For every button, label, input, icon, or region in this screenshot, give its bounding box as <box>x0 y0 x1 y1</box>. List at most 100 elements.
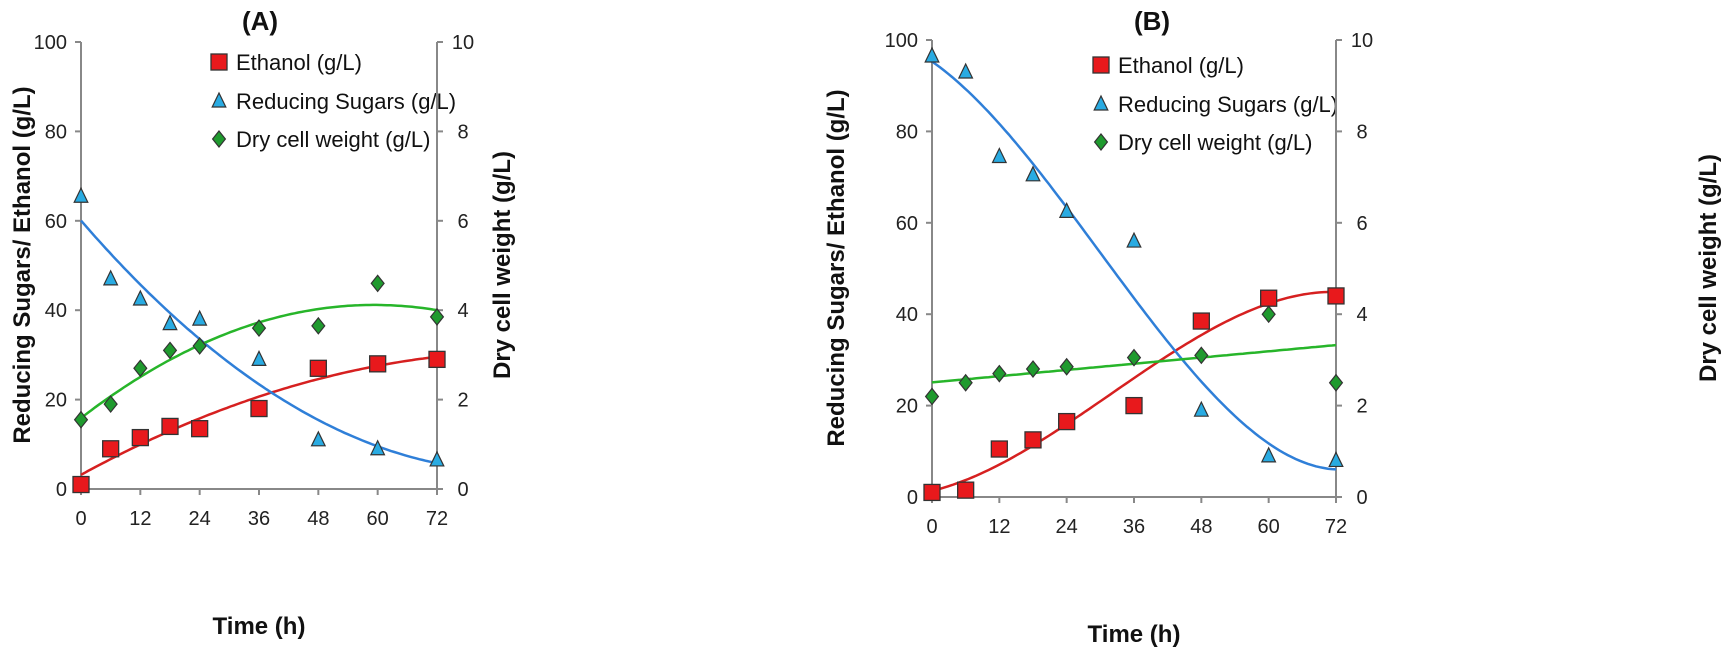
series-diamond <box>73 274 445 429</box>
data-point <box>992 364 1007 383</box>
data-point <box>1328 373 1344 392</box>
panel-title: (B) <box>1134 6 1170 36</box>
series-square <box>923 287 1345 502</box>
data-point <box>924 387 940 406</box>
data-point <box>103 395 118 414</box>
y2-tick-label: 4 <box>1356 304 1367 326</box>
x-tick-label: 72 <box>1325 516 1347 538</box>
data-point <box>923 483 941 502</box>
x-tick-label: 60 <box>1258 516 1280 538</box>
trendline <box>931 60 1337 471</box>
series-triangle <box>73 186 445 467</box>
data-point <box>1059 357 1074 376</box>
series-square <box>72 350 446 494</box>
y-tick-label: 20 <box>45 390 67 412</box>
data-point <box>957 481 975 499</box>
data-point <box>429 307 445 326</box>
y-tick-label: 80 <box>896 121 918 143</box>
data-point <box>1126 348 1142 367</box>
data-point <box>72 475 90 494</box>
data-point <box>131 428 149 447</box>
x-tick-label: 0 <box>75 508 86 530</box>
legend-label-ethanol: Ethanol (g/L) <box>1118 53 1244 78</box>
x-tick-label: 12 <box>129 508 151 530</box>
data-point <box>1058 412 1076 431</box>
y-tick-label: 100 <box>885 30 918 52</box>
y-tick-label: 100 <box>34 32 67 54</box>
data-point <box>102 269 119 286</box>
x-tick-label: 72 <box>426 508 448 530</box>
y-axis-label: Reducing Sugars/ Ethanol (g/L) <box>9 86 36 443</box>
y2-tick-label: 10 <box>1351 30 1373 52</box>
data-point <box>991 147 1008 164</box>
y-tick-label: 60 <box>896 213 918 235</box>
x-tick-label: 24 <box>1056 516 1078 538</box>
data-point <box>162 314 178 331</box>
data-point <box>161 417 179 436</box>
data-point <box>990 440 1008 458</box>
y2-tick-label: 6 <box>1356 213 1367 235</box>
y2-tick-label: 8 <box>457 121 468 143</box>
y-axis-label: Reducing Sugars/ Ethanol (g/L) <box>823 89 850 446</box>
data-point <box>369 355 387 373</box>
data-point <box>1193 400 1210 417</box>
legend-label-dry-cell-weight: Dry cell weight (g/L) <box>236 127 430 152</box>
y-tick-label: 60 <box>45 211 67 233</box>
x-tick-label: 36 <box>248 508 270 530</box>
legend-label-reducing-sugars: Reducing Sugars (g/L) <box>1118 92 1338 117</box>
x-tick-label: 48 <box>307 508 329 530</box>
data-point <box>250 399 268 418</box>
legend-marker-diamond <box>1093 133 1109 151</box>
data-point <box>309 359 327 377</box>
data-point <box>251 319 267 338</box>
y-tick-label: 0 <box>907 487 918 509</box>
legend-label-dry-cell-weight: Dry cell weight (g/L) <box>1118 130 1312 155</box>
y2-tick-label: 6 <box>457 211 468 233</box>
data-point <box>1260 446 1277 463</box>
legend-marker-square <box>1092 56 1110 74</box>
data-point <box>958 373 973 392</box>
x-tick-label: 60 <box>367 508 389 530</box>
panel-b: (B) Time (h) Reducing Sugars/ Ethanol (g… <box>823 6 1722 648</box>
data-point <box>1328 451 1344 468</box>
series-triangle <box>924 46 1344 471</box>
y2-tick-label: 8 <box>1356 121 1367 143</box>
data-point <box>957 62 974 79</box>
data-point <box>429 450 445 467</box>
legend: Ethanol (g/L) Reducing Sugars (g/L) Dry … <box>1118 53 1338 155</box>
series-diamond <box>924 305 1344 406</box>
x-tick-label: 24 <box>189 508 211 530</box>
panel-title: (A) <box>242 6 278 36</box>
y-tick-label: 40 <box>45 300 67 322</box>
x-tick-label: 48 <box>1190 516 1212 538</box>
y-tick-label: 40 <box>896 304 918 326</box>
data-point <box>310 430 327 447</box>
data-point <box>1126 231 1142 248</box>
x-tick-label: 36 <box>1123 516 1145 538</box>
data-point <box>1024 431 1042 449</box>
data-point <box>1192 312 1210 330</box>
data-point <box>73 410 89 429</box>
y2-axis-label: Dry cell weight (g/L) <box>1695 154 1722 382</box>
y2-tick-label: 2 <box>457 390 468 412</box>
y-tick-label: 20 <box>896 396 918 418</box>
data-point <box>428 350 446 369</box>
data-point <box>133 359 148 378</box>
data-point <box>162 341 178 360</box>
data-point <box>1261 305 1276 324</box>
x-axis-label: Time (h) <box>1088 621 1181 648</box>
data-point <box>1327 287 1345 305</box>
data-point <box>370 274 385 293</box>
panel-a: (A) Time (h) Reducing Sugars/ Ethanol (g… <box>9 6 516 640</box>
data-point <box>1125 396 1143 415</box>
x-axis-label: Time (h) <box>213 613 306 640</box>
x-tick-label: 0 <box>926 516 937 538</box>
legend-label-ethanol: Ethanol (g/L) <box>236 50 362 75</box>
legend: Ethanol (g/L) Reducing Sugars (g/L) Dry … <box>236 50 456 152</box>
data-point <box>1260 289 1278 307</box>
y-tick-label: 80 <box>45 121 67 143</box>
data-point <box>102 440 120 458</box>
data-point <box>73 186 89 203</box>
